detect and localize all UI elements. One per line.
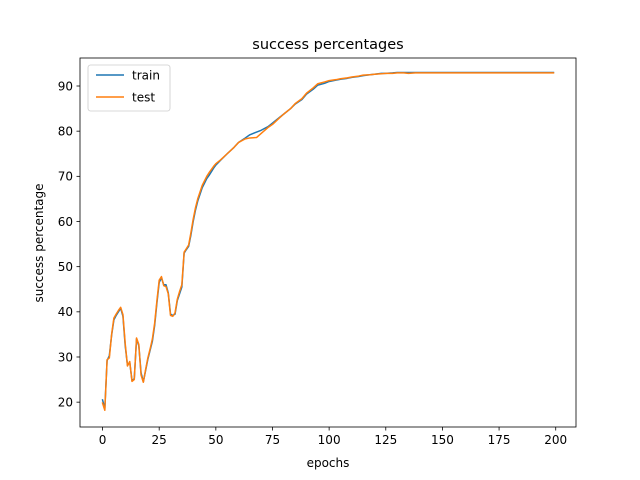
x-tick-label: 100	[318, 433, 341, 447]
chart-title: success percentages	[252, 37, 403, 53]
y-tick-label: 80	[58, 124, 73, 138]
y-tick-label: 50	[58, 260, 73, 274]
x-tick-label: 125	[374, 433, 397, 447]
y-axis-title: success percentage	[32, 183, 46, 302]
y-tick-label: 90	[58, 79, 73, 93]
plot-area: 0 25 50 75 100 125 150 175 200 20 30 40 50 60 70 80 90	[58, 57, 577, 447]
x-axis-title: epochs	[307, 456, 350, 470]
x-tick-label: 150	[431, 433, 454, 447]
y-tick-label: 70	[58, 170, 73, 184]
x-tick-label: 200	[544, 433, 567, 447]
y-tick-label: 30	[58, 350, 73, 364]
x-tick-label: 0	[99, 433, 107, 447]
y-tick-label: 40	[58, 305, 73, 319]
legend: train test	[87, 64, 171, 112]
legend-label-test: test	[132, 90, 155, 104]
legend-label-train: train	[132, 68, 160, 82]
plot-frame	[79, 57, 577, 428]
x-tick-label: 50	[208, 433, 223, 447]
x-tick-label: 75	[265, 433, 280, 447]
x-tick-label: 25	[152, 433, 167, 447]
y-tick-label: 60	[58, 215, 73, 229]
series-line-test	[101, 72, 555, 412]
y-tick-label: 20	[58, 395, 73, 409]
legend-box	[87, 64, 171, 112]
x-tick-label: 175	[488, 433, 511, 447]
